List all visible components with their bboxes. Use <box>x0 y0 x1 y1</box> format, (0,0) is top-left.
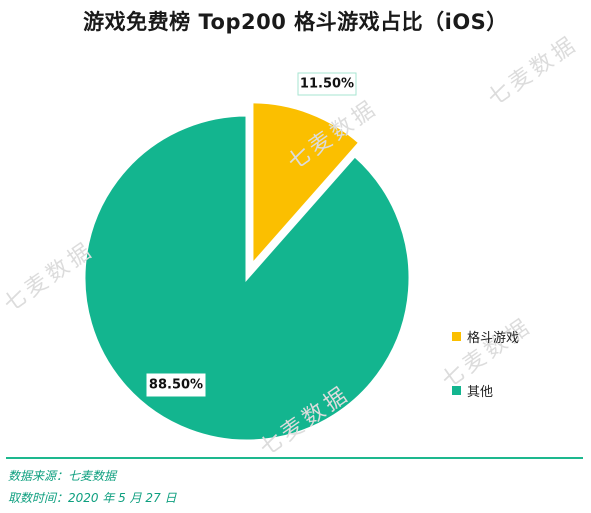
pie-slice-1 <box>82 113 412 443</box>
svg-text:11.50%: 11.50% <box>300 77 354 92</box>
chart-legend: 格斗游戏 其他 <box>452 326 519 434</box>
data-source: 数据来源：七麦数据 <box>8 469 117 483</box>
legend-label-other: 其他 <box>467 384 494 400</box>
legend-label-fighting: 格斗游戏 <box>467 330 520 346</box>
chart-title: 游戏免费榜 Top200 格斗游戏占比（iOS） <box>83 10 508 34</box>
legend-item-fighting: 格斗游戏 <box>452 326 519 346</box>
data-label-box-1 <box>146 373 206 397</box>
pie-slice-0 <box>250 100 362 269</box>
data-label-1: 88.50% <box>146 373 206 397</box>
pie-chart: 11.50% 88.50% <box>82 72 412 443</box>
data-label-0: 11.50% <box>297 72 357 96</box>
svg-text:88.50%: 88.50% <box>149 378 203 393</box>
footer-divider <box>6 457 583 459</box>
legend-swatch-fighting <box>452 331 461 341</box>
legend-swatch-other <box>452 385 461 395</box>
data-label-box-0 <box>297 72 357 96</box>
legend-item-other: 其他 <box>452 380 519 400</box>
data-date: 取数时间：2020 年 5 月 27 日 <box>8 491 177 505</box>
